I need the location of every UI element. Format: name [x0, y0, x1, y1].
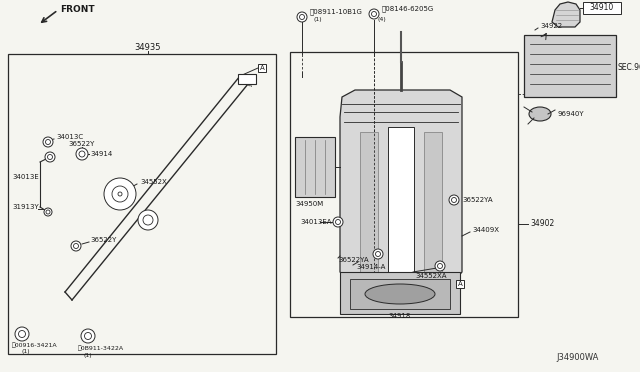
Text: 34902: 34902	[530, 219, 554, 228]
Text: 36522Y: 36522Y	[69, 141, 95, 147]
Text: (1): (1)	[314, 17, 323, 22]
Circle shape	[43, 137, 53, 147]
Circle shape	[118, 192, 122, 196]
Bar	[524, 35, 616, 97]
Text: 34409X: 34409X	[472, 227, 499, 233]
Circle shape	[143, 215, 153, 225]
Text: SEC.969: SEC.969	[618, 62, 640, 71]
Bar	[456, 280, 464, 288]
Text: 34552XA: 34552XA	[415, 273, 447, 279]
Text: J34900WA: J34900WA	[556, 353, 598, 362]
Circle shape	[138, 210, 158, 230]
Text: 34013C: 34013C	[56, 134, 83, 140]
Text: 31913Y: 31913Y	[12, 204, 39, 210]
Circle shape	[44, 208, 52, 216]
Bar	[388, 127, 414, 277]
Circle shape	[45, 140, 51, 144]
Text: 34922: 34922	[540, 23, 562, 29]
Bar	[8, 54, 276, 354]
Circle shape	[45, 152, 55, 162]
Text: Ⓝ00916-3421A: Ⓝ00916-3421A	[12, 342, 58, 348]
Text: 34910: 34910	[590, 3, 614, 13]
Circle shape	[373, 249, 383, 259]
Circle shape	[145, 218, 150, 222]
Text: 34914-A: 34914-A	[356, 264, 385, 270]
Text: (1): (1)	[22, 350, 30, 355]
Bar	[258, 64, 266, 72]
Circle shape	[71, 241, 81, 251]
Circle shape	[297, 12, 307, 22]
Circle shape	[104, 178, 136, 210]
Text: Ⓜ08911-10B1G: Ⓜ08911-10B1G	[310, 9, 363, 15]
Text: 34918: 34918	[389, 313, 411, 319]
Circle shape	[449, 195, 459, 205]
Text: 34013E: 34013E	[12, 174, 39, 180]
Circle shape	[81, 329, 95, 343]
Circle shape	[79, 151, 85, 157]
Bar	[290, 52, 518, 317]
Circle shape	[300, 15, 305, 19]
Circle shape	[84, 333, 92, 340]
Ellipse shape	[365, 284, 435, 304]
Text: FRONT: FRONT	[60, 4, 95, 13]
Text: 36522Y: 36522Y	[90, 237, 116, 243]
Circle shape	[333, 217, 343, 227]
Circle shape	[376, 251, 381, 257]
Text: 36522YA: 36522YA	[462, 197, 493, 203]
Circle shape	[15, 327, 29, 341]
Circle shape	[112, 186, 128, 202]
Circle shape	[369, 9, 379, 19]
Circle shape	[46, 210, 50, 214]
Text: A: A	[260, 65, 264, 71]
Circle shape	[371, 12, 376, 16]
Polygon shape	[340, 90, 462, 284]
Circle shape	[74, 244, 79, 248]
Circle shape	[47, 154, 52, 160]
Bar	[424, 132, 442, 272]
Text: (1): (1)	[84, 353, 92, 359]
Text: 34950M: 34950M	[295, 201, 323, 207]
Circle shape	[335, 219, 340, 224]
Bar	[340, 272, 460, 314]
Text: (4): (4)	[378, 17, 387, 22]
Text: ⒱08146-6205G: ⒱08146-6205G	[382, 6, 435, 12]
Bar	[238, 74, 256, 84]
Text: Ⓝ0B911-3422A: Ⓝ0B911-3422A	[78, 345, 124, 351]
Text: 34935: 34935	[135, 42, 161, 51]
Circle shape	[435, 261, 445, 271]
Polygon shape	[552, 2, 580, 27]
Bar	[350, 279, 450, 309]
Text: A: A	[458, 281, 462, 287]
Bar	[583, 2, 621, 14]
Ellipse shape	[529, 107, 551, 121]
Text: 34013EA: 34013EA	[300, 219, 332, 225]
Circle shape	[438, 263, 442, 269]
Circle shape	[451, 198, 456, 202]
Circle shape	[19, 330, 26, 337]
Circle shape	[76, 148, 88, 160]
Text: 96940Y: 96940Y	[558, 111, 584, 117]
Circle shape	[116, 190, 124, 198]
Text: 34552X: 34552X	[140, 179, 167, 185]
Bar	[360, 132, 378, 272]
Text: 34914: 34914	[90, 151, 112, 157]
Bar	[295, 137, 335, 197]
Text: 36522YA: 36522YA	[338, 257, 369, 263]
